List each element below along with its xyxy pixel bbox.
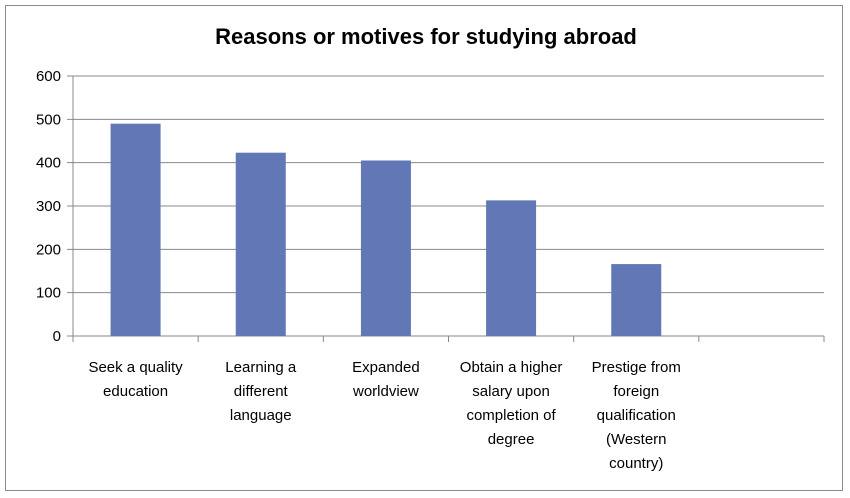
x-category-label: Expanded worldview xyxy=(352,359,420,400)
x-category-label: Prestige from foreign qualification (Wester… xyxy=(592,359,681,472)
bar xyxy=(486,200,537,336)
y-tick-label: 100 xyxy=(36,285,61,302)
bar xyxy=(360,160,411,336)
bar xyxy=(611,264,662,336)
bars xyxy=(110,123,662,337)
x-category-label: Obtain a higher salary upon completion of d… xyxy=(460,359,563,448)
gridlines xyxy=(67,75,824,337)
bar-chart: Reasons or motives for studying abroad 0… xyxy=(36,24,825,472)
chart-frame: Reasons or motives for studying abroad 0… xyxy=(5,5,843,491)
x-category-label: Learning a different language xyxy=(225,359,297,424)
y-tick-label: 200 xyxy=(36,241,61,258)
x-category-label: Seek a quality education xyxy=(88,359,183,400)
axes xyxy=(72,76,825,342)
y-tick-label: 300 xyxy=(36,198,61,215)
y-tick-label: 400 xyxy=(36,155,61,172)
bar xyxy=(235,152,286,336)
y-tick-label: 0 xyxy=(53,328,61,345)
bar xyxy=(110,123,161,337)
y-tick-label: 500 xyxy=(36,111,61,128)
chart-title: Reasons or motives for studying abroad xyxy=(215,24,637,49)
y-tick-label: 600 xyxy=(36,68,61,85)
labels: 0 100 200 300 400 500 600 Seek a quality educati… xyxy=(36,68,681,472)
